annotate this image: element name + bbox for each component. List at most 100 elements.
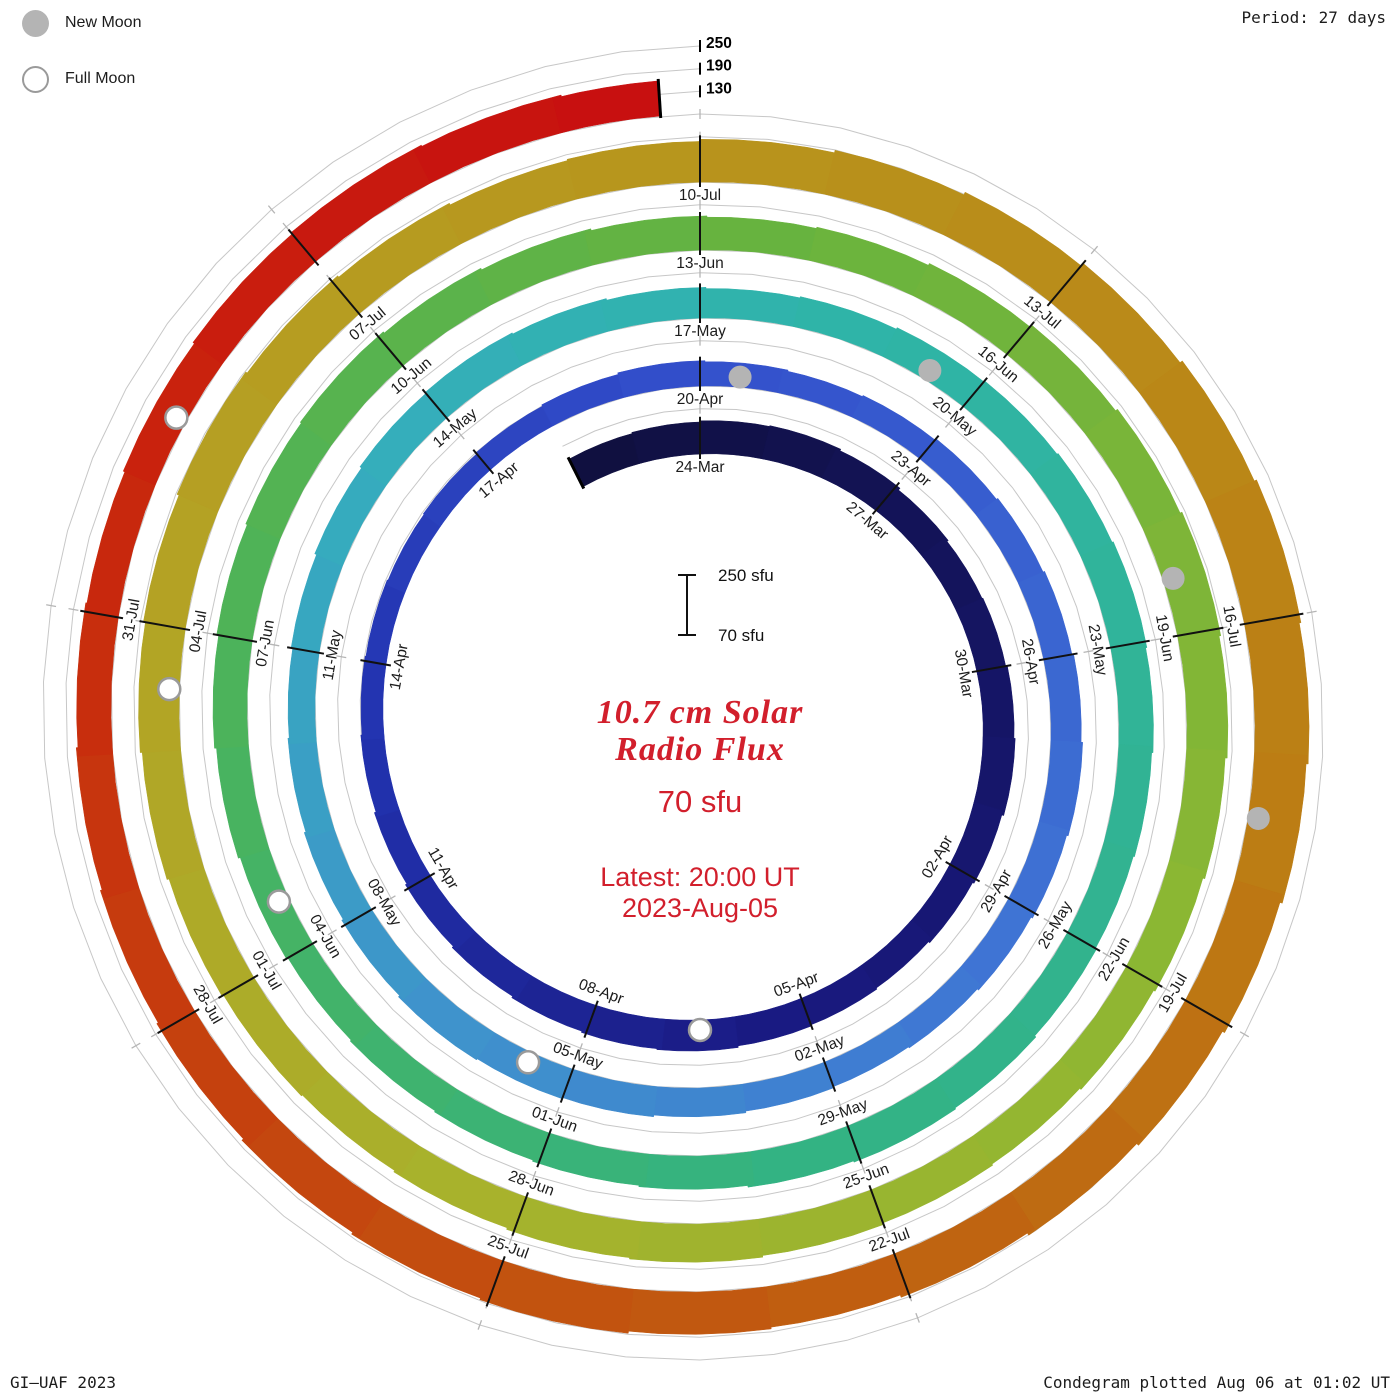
full-moon-label: Full Moon: [65, 70, 136, 87]
three-day-tick: [945, 860, 981, 883]
three-day-tick: [1105, 639, 1150, 650]
gridline-minor-tick: [1102, 951, 1112, 959]
date-label: 19-Jun: [1152, 613, 1177, 663]
three-day-tick: [212, 633, 258, 643]
flux-bar-day: [600, 287, 707, 332]
flux-bar-day: [475, 228, 599, 305]
flux-bar-day: [648, 1084, 747, 1118]
gridline-minor-tick: [1083, 649, 1094, 654]
flux-bar-day: [303, 824, 372, 925]
flux-bar-day: [364, 579, 407, 665]
gridline-minor-tick: [861, 1163, 866, 1174]
three-day-tick: [472, 449, 495, 475]
three-day-tick: [511, 1192, 529, 1237]
latest-flux-value: 70 sfu: [657, 784, 743, 819]
three-day-tick: [282, 940, 318, 962]
scale-bar-bottom-cap: [678, 634, 696, 636]
credit-right: Condegram plotted Aug 06 at 01:02 UT: [1043, 1373, 1390, 1392]
flux-scale-value: 190: [706, 58, 732, 75]
flux-bar-day: [947, 801, 1004, 884]
three-day-tick: [536, 1128, 553, 1168]
three-day-tick: [1062, 928, 1101, 952]
gridline-minor-tick: [1016, 661, 1027, 665]
center-annotations: 10.7 cm Solar Radio Flux 70 sfu Latest: …: [0, 694, 1400, 924]
three-day-tick: [157, 1008, 200, 1034]
flux-bar-day: [176, 371, 282, 513]
flux-bar-day: [385, 510, 444, 594]
flux-bar-day: [360, 655, 387, 740]
flux-bar-day: [397, 974, 495, 1061]
flux-bar-day: [1110, 641, 1154, 753]
flux-bar-day: [737, 1061, 835, 1113]
flux-bars: [75, 78, 1310, 1335]
gridline-minor-tick: [901, 471, 909, 480]
three-day-tick: [218, 974, 259, 999]
flux-bar-day: [332, 202, 468, 315]
flux-bar-day: [1167, 748, 1226, 880]
flux-bar-day: [619, 1286, 772, 1335]
chart-title-line1: 10.7 cm Solar: [596, 694, 804, 731]
flux-bar-day: [957, 897, 1035, 991]
flux-bar-day: [76, 602, 120, 757]
gridline-minor-tick: [814, 1036, 820, 1046]
scale-bar-top-cap: [678, 574, 696, 576]
flux-bar-day: [580, 1003, 666, 1050]
flux-bar-day: [75, 745, 140, 899]
flux-bar-day: [479, 1258, 634, 1334]
full-moon-marker: [266, 889, 292, 914]
flux-bar-day: [507, 298, 614, 366]
gridline-minor-tick: [555, 1107, 560, 1117]
flux-bar-day: [1080, 541, 1148, 654]
three-day-tick: [868, 1185, 886, 1229]
three-day-tick: [871, 481, 901, 515]
legend-new-moon: New Moon: [22, 6, 141, 40]
scale-bar-line: [686, 574, 688, 636]
flux-bar-day: [617, 360, 706, 398]
flux-bar-day: [894, 966, 982, 1049]
gridline-minor-tick: [336, 655, 347, 659]
credit-left: GI–UAF 2023: [10, 1373, 116, 1392]
gridline-minor-tick: [1090, 245, 1099, 255]
gridline-minor-tick: [267, 205, 276, 214]
new-moon-marker: [1161, 566, 1185, 590]
gridline-minor-tick: [531, 1170, 537, 1181]
three-day-tick: [845, 1121, 863, 1164]
gridline-minor-tick: [578, 1043, 583, 1053]
three-day-tick: [328, 277, 364, 319]
new-moon-marker: [918, 359, 942, 383]
flux-bar-day: [360, 733, 400, 817]
flux-bar-day: [143, 487, 221, 630]
new-moon-icon: [22, 9, 49, 37]
date-label: 24-Mar: [675, 459, 724, 476]
three-day-tick: [583, 1000, 599, 1038]
flux-bar-day: [777, 369, 868, 420]
flux-bar-day: [1055, 965, 1158, 1090]
full-moon-marker: [164, 405, 189, 430]
flux-bar-day: [552, 80, 661, 134]
flux-bar-day: [1003, 1106, 1143, 1236]
date-label: 30-Mar: [951, 648, 976, 699]
gridline-minor-tick: [413, 378, 422, 388]
date-label: 17-May: [674, 323, 726, 340]
new-moon-marker: [1246, 806, 1270, 830]
three-day-tick: [959, 377, 988, 411]
flux-bar-day: [1030, 453, 1116, 562]
date-label: 14-Apr: [387, 643, 412, 692]
flux-bar-day: [1244, 614, 1310, 765]
flux-scale-value: 250: [706, 35, 732, 52]
gridline-minor-tick: [131, 1042, 141, 1049]
flux-bar-day: [434, 1085, 550, 1163]
day-ticks: [80, 135, 1304, 1307]
flux-bar-day: [730, 998, 812, 1047]
flux-bar-day: [751, 1189, 884, 1257]
flux-bar-day: [1205, 479, 1302, 632]
flux-bar-day: [351, 1198, 504, 1302]
date-label: 04-Jul: [186, 609, 210, 654]
flux-bar-day: [1006, 821, 1069, 919]
flux-bar-day: [975, 497, 1046, 588]
flux-bar-day: [393, 1142, 527, 1231]
three-day-tick: [1046, 259, 1087, 307]
flux-bar-day: [744, 1125, 861, 1188]
flux-bar-day: [241, 1112, 383, 1238]
